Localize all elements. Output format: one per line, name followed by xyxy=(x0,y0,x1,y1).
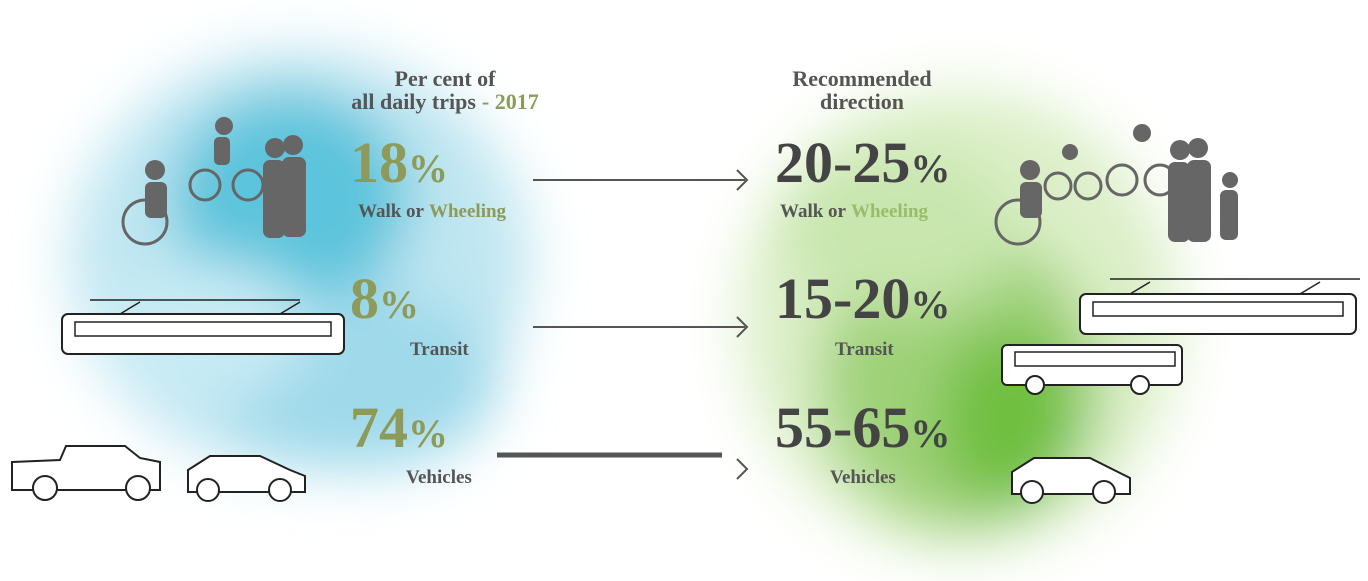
label: Vehicles xyxy=(830,467,896,488)
label-text: Transit xyxy=(835,339,894,360)
value-number: 18 xyxy=(350,130,408,195)
value-number: 74 xyxy=(350,395,408,460)
label: Vehicles xyxy=(406,467,472,488)
page: {"left": {"title": "Per cent of all dail… xyxy=(0,0,1368,581)
value-number: 15-20 xyxy=(775,266,910,331)
title-line: all daily trips xyxy=(351,89,476,114)
label-text: Walk or xyxy=(780,201,847,222)
value-unit: % xyxy=(910,411,950,456)
infographic: Per cent ofall daily trips- 2017 Recomme… xyxy=(0,0,1368,581)
title-line: Per cent of xyxy=(395,66,497,91)
label-text: Transit xyxy=(410,339,469,360)
value-number: 8 xyxy=(350,266,379,331)
value-number: 20-25 xyxy=(775,130,910,195)
title-line: direction xyxy=(820,89,904,114)
value-unit: % xyxy=(408,146,448,191)
title-highlight: - 2017 xyxy=(482,89,539,114)
label-highlight: Wheeling xyxy=(429,201,507,222)
label: Transit xyxy=(410,339,469,360)
value-unit: % xyxy=(910,146,950,191)
title-line: Recommended xyxy=(792,66,931,91)
value-unit: % xyxy=(910,282,950,327)
value-number: 55-65 xyxy=(775,395,910,460)
label-text: Vehicles xyxy=(830,467,896,488)
label-text: Walk or xyxy=(358,201,425,222)
value-unit: % xyxy=(379,282,419,327)
value-unit: % xyxy=(408,411,448,456)
label-text: Vehicles xyxy=(406,467,472,488)
arrows xyxy=(497,170,747,479)
label-highlight: Wheeling xyxy=(851,201,929,222)
label: Transit xyxy=(835,339,894,360)
